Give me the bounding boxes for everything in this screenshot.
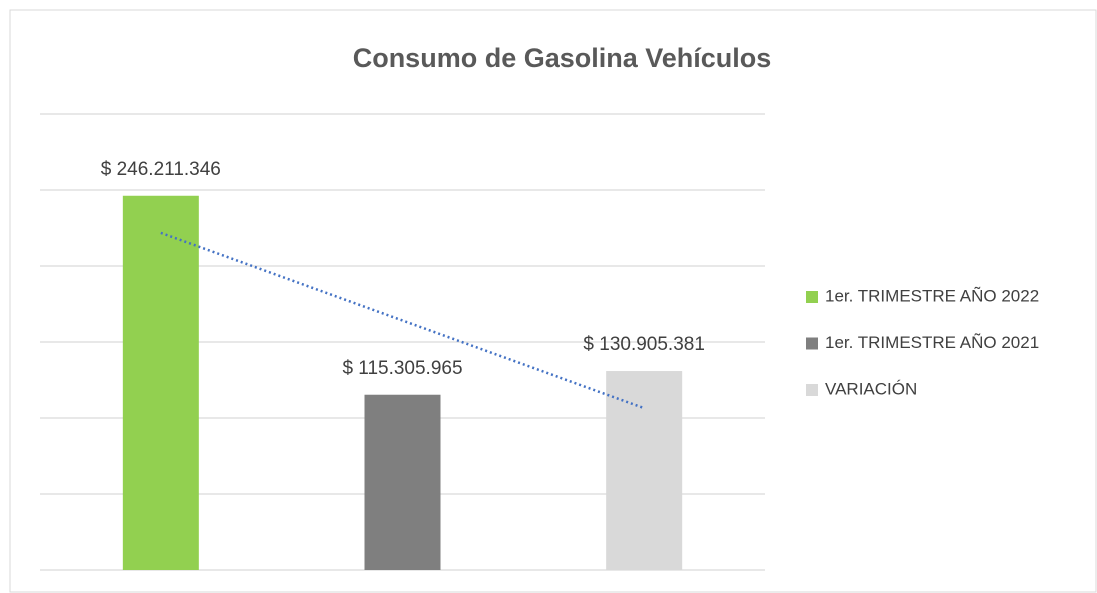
trendline xyxy=(160,231,645,410)
legend-swatch xyxy=(806,337,818,350)
legend-label: VARIACIÓN xyxy=(825,379,917,398)
data-label: $ 115.305.965 xyxy=(342,358,462,379)
bar xyxy=(122,195,199,570)
data-label: $ 130.905.381 xyxy=(583,334,705,355)
bar xyxy=(364,394,441,570)
legend-label: 1er. TRIMESTRE AÑO 2022 xyxy=(825,286,1039,305)
legend-label: 1er. TRIMESTRE AÑO 2021 xyxy=(825,333,1039,352)
legend-swatch xyxy=(806,291,818,303)
legend-swatch xyxy=(806,384,818,396)
bar xyxy=(606,371,683,570)
data-label: $ 246.211.346 xyxy=(101,159,221,180)
chart-title: Consumo de Gasolina Vehículos xyxy=(353,43,772,73)
